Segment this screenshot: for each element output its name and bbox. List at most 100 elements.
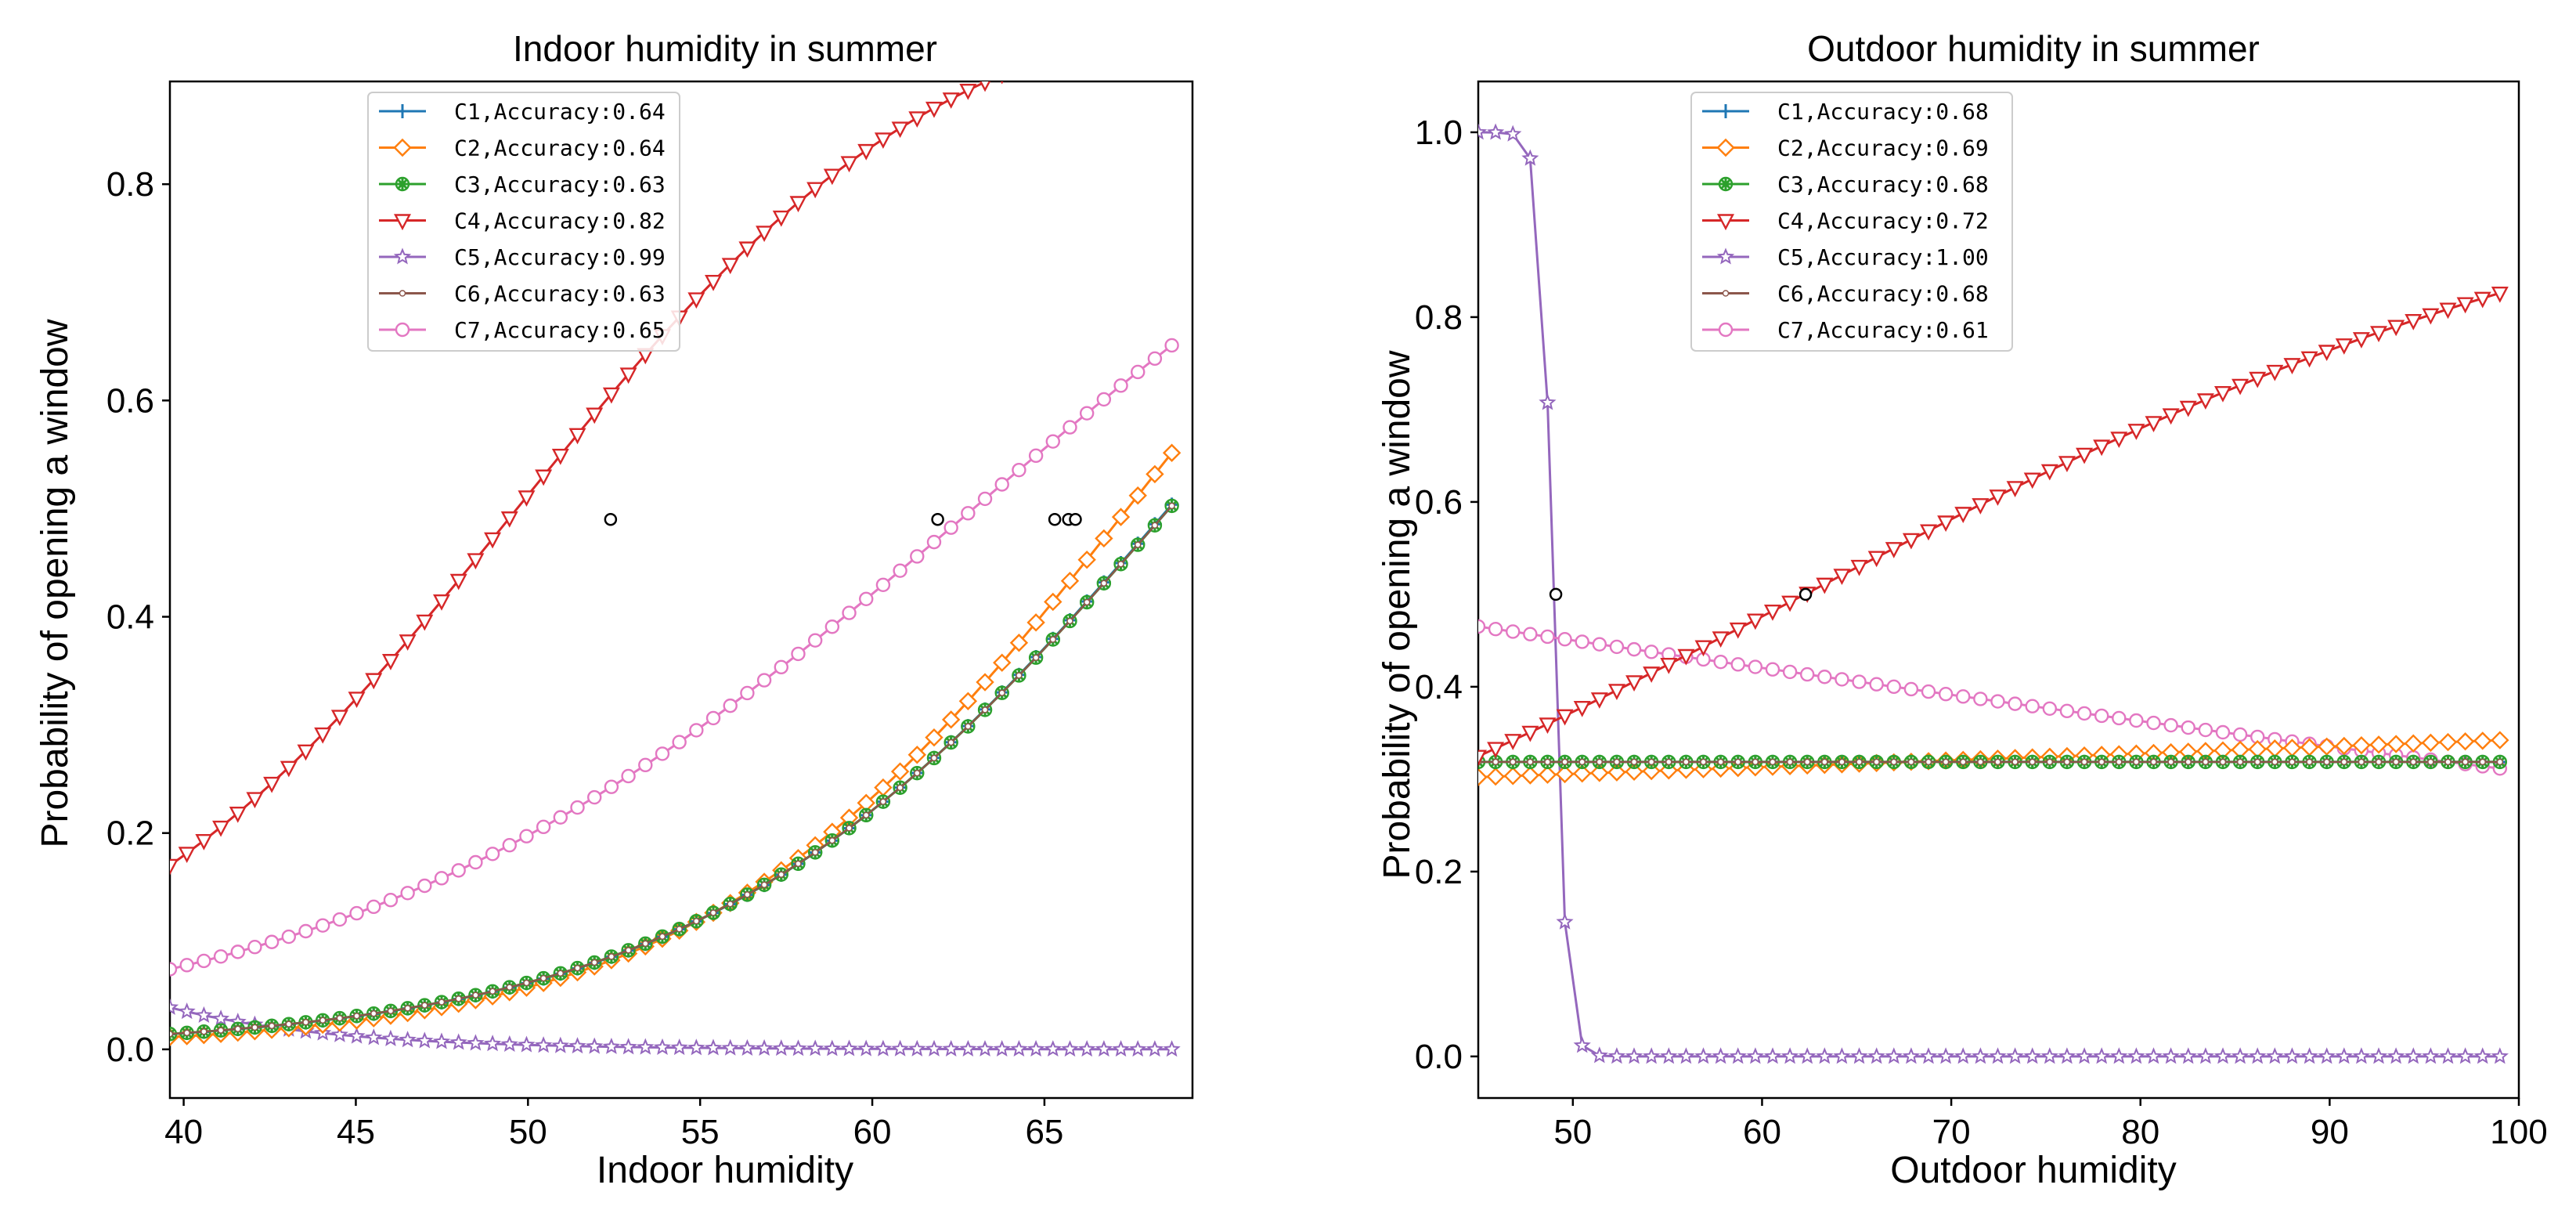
x-tick-label: 80 xyxy=(2121,1113,2159,1151)
data-point xyxy=(2023,472,2041,489)
data-point xyxy=(586,407,604,424)
data-point xyxy=(1954,507,1972,523)
data-point xyxy=(1694,640,1712,657)
data-point xyxy=(1902,1047,1921,1064)
data-point xyxy=(370,1010,377,1017)
data-point xyxy=(2145,416,2163,432)
data-point xyxy=(2213,385,2231,403)
data-point xyxy=(1590,1046,1608,1064)
x-tick-label: 70 xyxy=(1932,1113,1971,1151)
data-point xyxy=(705,1038,723,1056)
x-tick-label: 90 xyxy=(2311,1113,2349,1151)
data-point xyxy=(1938,687,1954,702)
data-point xyxy=(2352,332,2370,349)
data-point xyxy=(1131,23,1145,36)
data-point xyxy=(1080,37,1094,50)
legend-marker xyxy=(396,178,409,190)
legend-label: C6,Accuracy:0.68 xyxy=(1777,281,1989,307)
data-point xyxy=(381,654,399,670)
data-point-ring xyxy=(638,936,653,952)
data-point xyxy=(230,945,245,959)
legend-box xyxy=(367,92,680,352)
data-point xyxy=(484,532,502,549)
data-point xyxy=(625,947,632,954)
x-tick-label: 65 xyxy=(1025,1113,1063,1151)
data-point-ring xyxy=(774,867,788,882)
data-point xyxy=(1028,448,1044,464)
data-point xyxy=(1817,670,1832,684)
indoor-humidity-chart: Indoor humidity in summer Indoor humidit… xyxy=(34,23,1194,1191)
data-point xyxy=(2231,378,2249,396)
data-point xyxy=(859,591,874,606)
data-point xyxy=(1539,717,1557,735)
data-point xyxy=(958,692,978,710)
data-point xyxy=(930,754,938,762)
data-point xyxy=(658,933,666,941)
data-point xyxy=(795,860,802,868)
data-point xyxy=(1677,648,1695,666)
data-point xyxy=(1112,1040,1130,1057)
y-axis-label: Probability of opening a window xyxy=(1376,350,1418,879)
data-point xyxy=(2387,1047,2405,1064)
data-point xyxy=(2462,758,2469,766)
data-point-ring xyxy=(740,887,755,902)
data-point xyxy=(760,881,768,889)
data-point xyxy=(653,1038,671,1055)
data-point xyxy=(1032,654,1040,661)
data-point xyxy=(1488,622,1503,637)
data-point xyxy=(1097,32,1111,45)
data-point xyxy=(2232,727,2248,742)
data-point-ring xyxy=(1164,498,1179,514)
data-point xyxy=(2202,758,2210,766)
data-point xyxy=(2352,735,2371,755)
threshold-point xyxy=(1799,587,1813,601)
data-point xyxy=(1919,1047,1938,1064)
data-point xyxy=(2352,1047,2371,1064)
data-point xyxy=(2422,308,2440,325)
data-point xyxy=(959,84,977,100)
data-point xyxy=(500,1035,518,1052)
data-point xyxy=(2323,758,2330,766)
data-point xyxy=(774,659,788,675)
data-point xyxy=(2058,1047,2076,1064)
data-point xyxy=(399,1031,417,1048)
data-point-ring xyxy=(604,949,619,964)
data-point-ring xyxy=(655,929,670,945)
data-point xyxy=(738,241,756,258)
data-point xyxy=(1487,742,1505,759)
series-c5 xyxy=(170,998,1181,1057)
data-point xyxy=(1856,758,1863,766)
data-point xyxy=(1713,654,1728,670)
y-tick-label: 1.0 xyxy=(1415,114,1463,152)
data-point-ring xyxy=(756,877,772,893)
data-point xyxy=(1625,675,1643,692)
data-point xyxy=(2025,699,2040,713)
data-point xyxy=(1729,622,1747,639)
x-tick-label: 45 xyxy=(337,1113,375,1151)
x-axis-label: Indoor humidity xyxy=(597,1150,853,1191)
y-tick-label: 0.0 xyxy=(1415,1038,1463,1076)
data-point xyxy=(472,991,479,999)
legend-box xyxy=(1690,92,2013,352)
data-point xyxy=(2162,408,2180,425)
data-point-ring xyxy=(570,960,585,976)
data-point xyxy=(2496,758,2504,766)
series-line xyxy=(170,452,1173,1038)
data-point xyxy=(1506,624,1521,639)
data-point xyxy=(1478,619,1486,634)
data-point xyxy=(1544,758,1551,766)
data-point xyxy=(789,1039,807,1056)
data-point xyxy=(976,673,994,692)
data-point xyxy=(874,132,892,150)
data-point xyxy=(2392,758,2400,766)
data-point xyxy=(807,633,823,648)
data-point xyxy=(1095,1040,1113,1057)
data-point xyxy=(1867,551,1885,568)
data-point xyxy=(2167,758,2174,766)
data-point xyxy=(857,143,875,161)
data-point xyxy=(1162,443,1182,462)
data-point xyxy=(1799,1047,1817,1064)
data-point xyxy=(705,275,723,291)
data-point xyxy=(1746,613,1764,630)
legend-label: C2,Accuracy:0.69 xyxy=(1777,135,1989,161)
